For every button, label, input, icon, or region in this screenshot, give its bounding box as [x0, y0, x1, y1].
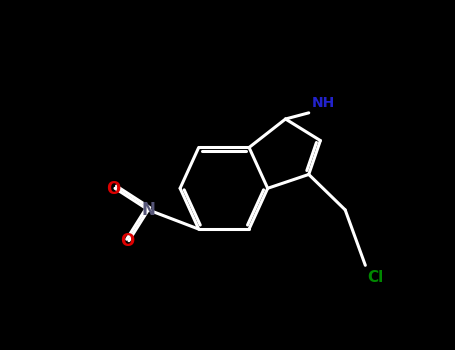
Text: O: O [106, 180, 121, 198]
Text: NH: NH [312, 96, 335, 110]
Text: O: O [120, 232, 135, 250]
Text: Cl: Cl [367, 270, 383, 285]
Text: N: N [142, 201, 155, 219]
